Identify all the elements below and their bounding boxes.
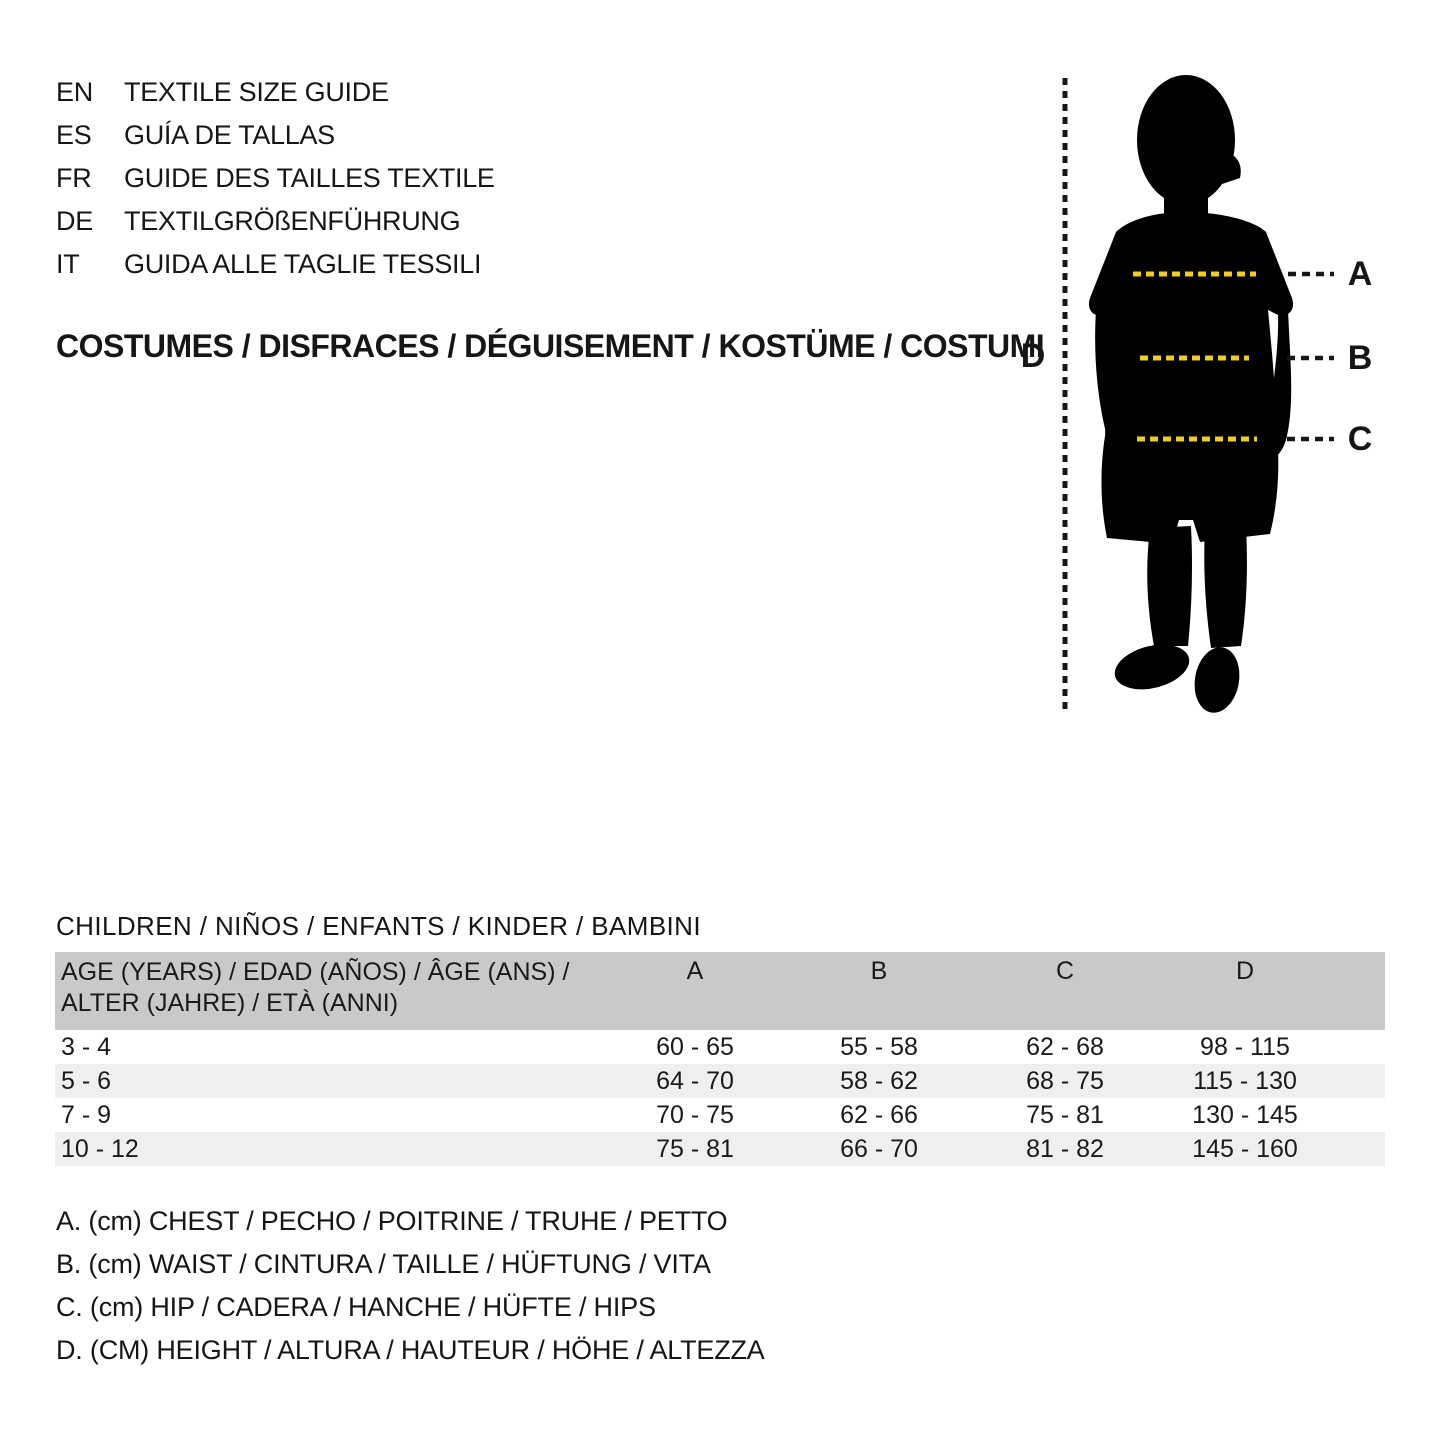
- age-cell: 7 - 9: [61, 1100, 112, 1129]
- language-code: FR: [56, 163, 92, 193]
- language-title: TEXTILE SIZE GUIDE: [124, 77, 389, 107]
- height-cell: 98 - 115: [1200, 1032, 1290, 1061]
- table-section-title: CHILDREN / NIÑOS / ENFANTS / KINDER / BA…: [56, 911, 701, 941]
- age-column-header: AGE (YEARS) / EDAD (AÑOS) / ÂGE (ANS) / …: [55, 952, 602, 1030]
- height-cell: 130 - 145: [1192, 1100, 1298, 1129]
- column-header-c: C: [970, 952, 1160, 1030]
- language-title: GUIDE DES TAILLES TEXTILE: [124, 163, 495, 193]
- spacer-cell: [1330, 1132, 1385, 1166]
- measure-label-a: A: [1347, 255, 1373, 293]
- spacer-cell: [1330, 1064, 1385, 1098]
- language-code: IT: [56, 249, 80, 279]
- child-silhouette: [1088, 75, 1294, 713]
- age-cell: 10 - 12: [61, 1134, 139, 1163]
- chest-cell: 64 - 70: [656, 1066, 734, 1095]
- table-row: 7 - 9 70 - 75 62 - 66 75 - 81 130 - 145: [55, 1098, 1385, 1132]
- chest-cell: 60 - 65: [656, 1032, 734, 1061]
- legend-item-chest: A. (cm) CHEST / PECHO / POITRINE / TRUHE…: [56, 1206, 728, 1236]
- hip-cell: 81 - 82: [1026, 1134, 1104, 1163]
- language-row: ES GUÍA DE TALLAS: [56, 114, 495, 157]
- waist-cell: 55 - 58: [840, 1032, 918, 1061]
- language-row: FR GUIDE DES TAILLES TEXTILE: [56, 157, 495, 200]
- height-cell: 115 - 130: [1193, 1066, 1297, 1095]
- language-row: EN TEXTILE SIZE GUIDE: [56, 71, 495, 114]
- language-code: DE: [56, 206, 93, 236]
- column-header-spacer: [1330, 952, 1385, 1030]
- child-silhouette-graphic: [1062, 75, 1334, 713]
- column-header-a: A: [602, 952, 788, 1030]
- language-row: IT GUIDA ALLE TAGLIE TESSILI: [56, 243, 495, 286]
- waist-cell: 62 - 66: [840, 1100, 918, 1129]
- chest-cell: 75 - 81: [656, 1134, 734, 1163]
- hip-cell: 68 - 75: [1026, 1066, 1104, 1095]
- legend-item-height: D. (CM) HEIGHT / ALTURA / HAUTEUR / HÖHE…: [56, 1335, 765, 1365]
- language-code: EN: [56, 77, 93, 107]
- measurement-figure: A B C D: [1000, 60, 1440, 725]
- language-title-list: EN TEXTILE SIZE GUIDE ES GUÍA DE TALLAS …: [56, 71, 495, 286]
- language-code: ES: [56, 120, 92, 150]
- legend-item-hip: C. (cm) HIP / CADERA / HANCHE / HÜFTE / …: [56, 1292, 656, 1322]
- table-row: 5 - 6 64 - 70 58 - 62 68 - 75 115 - 130: [55, 1064, 1385, 1098]
- chest-cell: 70 - 75: [656, 1100, 734, 1129]
- age-header-line1: AGE (YEARS) / EDAD (AÑOS) / ÂGE (ANS) /: [61, 958, 570, 986]
- waist-cell: 58 - 62: [840, 1066, 918, 1095]
- table-row: 3 - 4 60 - 65 55 - 58 62 - 68 98 - 115: [55, 1030, 1385, 1064]
- measure-label-b: B: [1347, 339, 1373, 377]
- spacer-cell: [1330, 1098, 1385, 1132]
- children-size-table: AGE (YEARS) / EDAD (AÑOS) / ÂGE (ANS) / …: [55, 952, 1385, 1166]
- language-row: DE TEXTILGRÖßENFÜHRUNG: [56, 200, 495, 243]
- table-row: 10 - 12 75 - 81 66 - 70 81 - 82 145 - 16…: [55, 1132, 1385, 1166]
- language-title: GUIDA ALLE TAGLIE TESSILI: [124, 249, 482, 279]
- measure-label-c: C: [1347, 420, 1373, 458]
- hip-cell: 75 - 81: [1026, 1100, 1104, 1129]
- age-header-line2: ALTER (JAHRE) / ETÀ (ANNI): [61, 989, 399, 1017]
- language-title: GUÍA DE TALLAS: [124, 120, 335, 150]
- legend-item-waist: B. (cm) WAIST / CINTURA / TAILLE / HÜFTU…: [56, 1249, 711, 1279]
- measure-label-d: D: [1020, 337, 1046, 375]
- waist-cell: 66 - 70: [840, 1134, 918, 1163]
- age-cell: 3 - 4: [61, 1032, 112, 1061]
- category-title: COSTUMES / DISFRACES / DÉGUISEMENT / KOS…: [56, 328, 1045, 364]
- height-cell: 145 - 160: [1192, 1134, 1298, 1163]
- hip-cell: 62 - 68: [1026, 1032, 1104, 1061]
- column-header-b: B: [788, 952, 970, 1030]
- language-title: TEXTILGRÖßENFÜHRUNG: [124, 206, 461, 236]
- table-header-row: AGE (YEARS) / EDAD (AÑOS) / ÂGE (ANS) / …: [55, 952, 1385, 1030]
- age-cell: 5 - 6: [61, 1066, 112, 1095]
- column-header-d: D: [1160, 952, 1330, 1030]
- measurement-legend: A. (cm) CHEST / PECHO / POITRINE / TRUHE…: [56, 1200, 765, 1372]
- spacer-cell: [1330, 1030, 1385, 1064]
